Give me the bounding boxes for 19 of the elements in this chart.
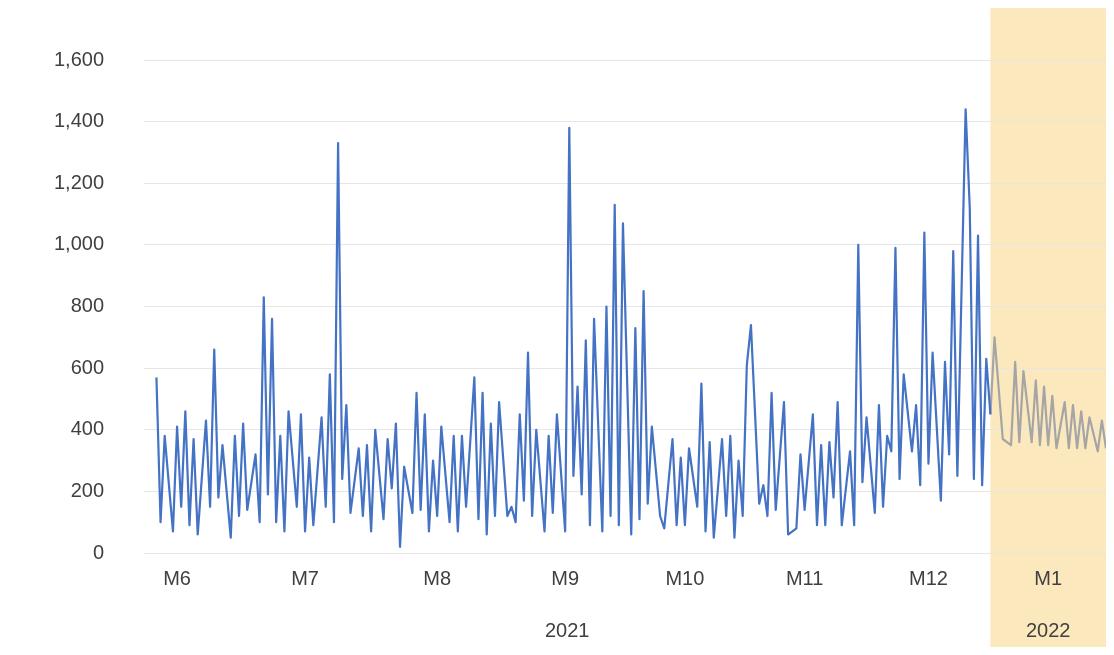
x-tick-label: M10 — [665, 566, 705, 589]
x-tick-label: M11 — [785, 566, 824, 589]
text: 2021 — [544, 618, 590, 641]
text: 2022 — [1025, 618, 1071, 641]
y-tick-label: 1,600 — [53, 47, 105, 70]
x-tick-label: M1 — [1034, 566, 1063, 589]
y-tick-label: 1,000 — [53, 232, 105, 255]
x-tick-label: M8 — [423, 566, 452, 589]
y-tick-label: 600 — [70, 355, 105, 378]
y-tick-label: 200 — [70, 478, 105, 501]
y-tick-label: 1,200 — [53, 170, 105, 193]
y-tick-label: 800 — [70, 294, 105, 317]
x-tick-label: M7 — [291, 566, 319, 589]
x-tick-label: M12 — [909, 566, 948, 589]
y-tick-label: 400 — [70, 417, 105, 440]
x-tick-label: M9 — [551, 566, 580, 589]
x-tick-label: M6 — [163, 566, 191, 589]
y-tick-label: 0 — [92, 540, 105, 563]
y-tick-label: 1,400 — [53, 109, 105, 132]
